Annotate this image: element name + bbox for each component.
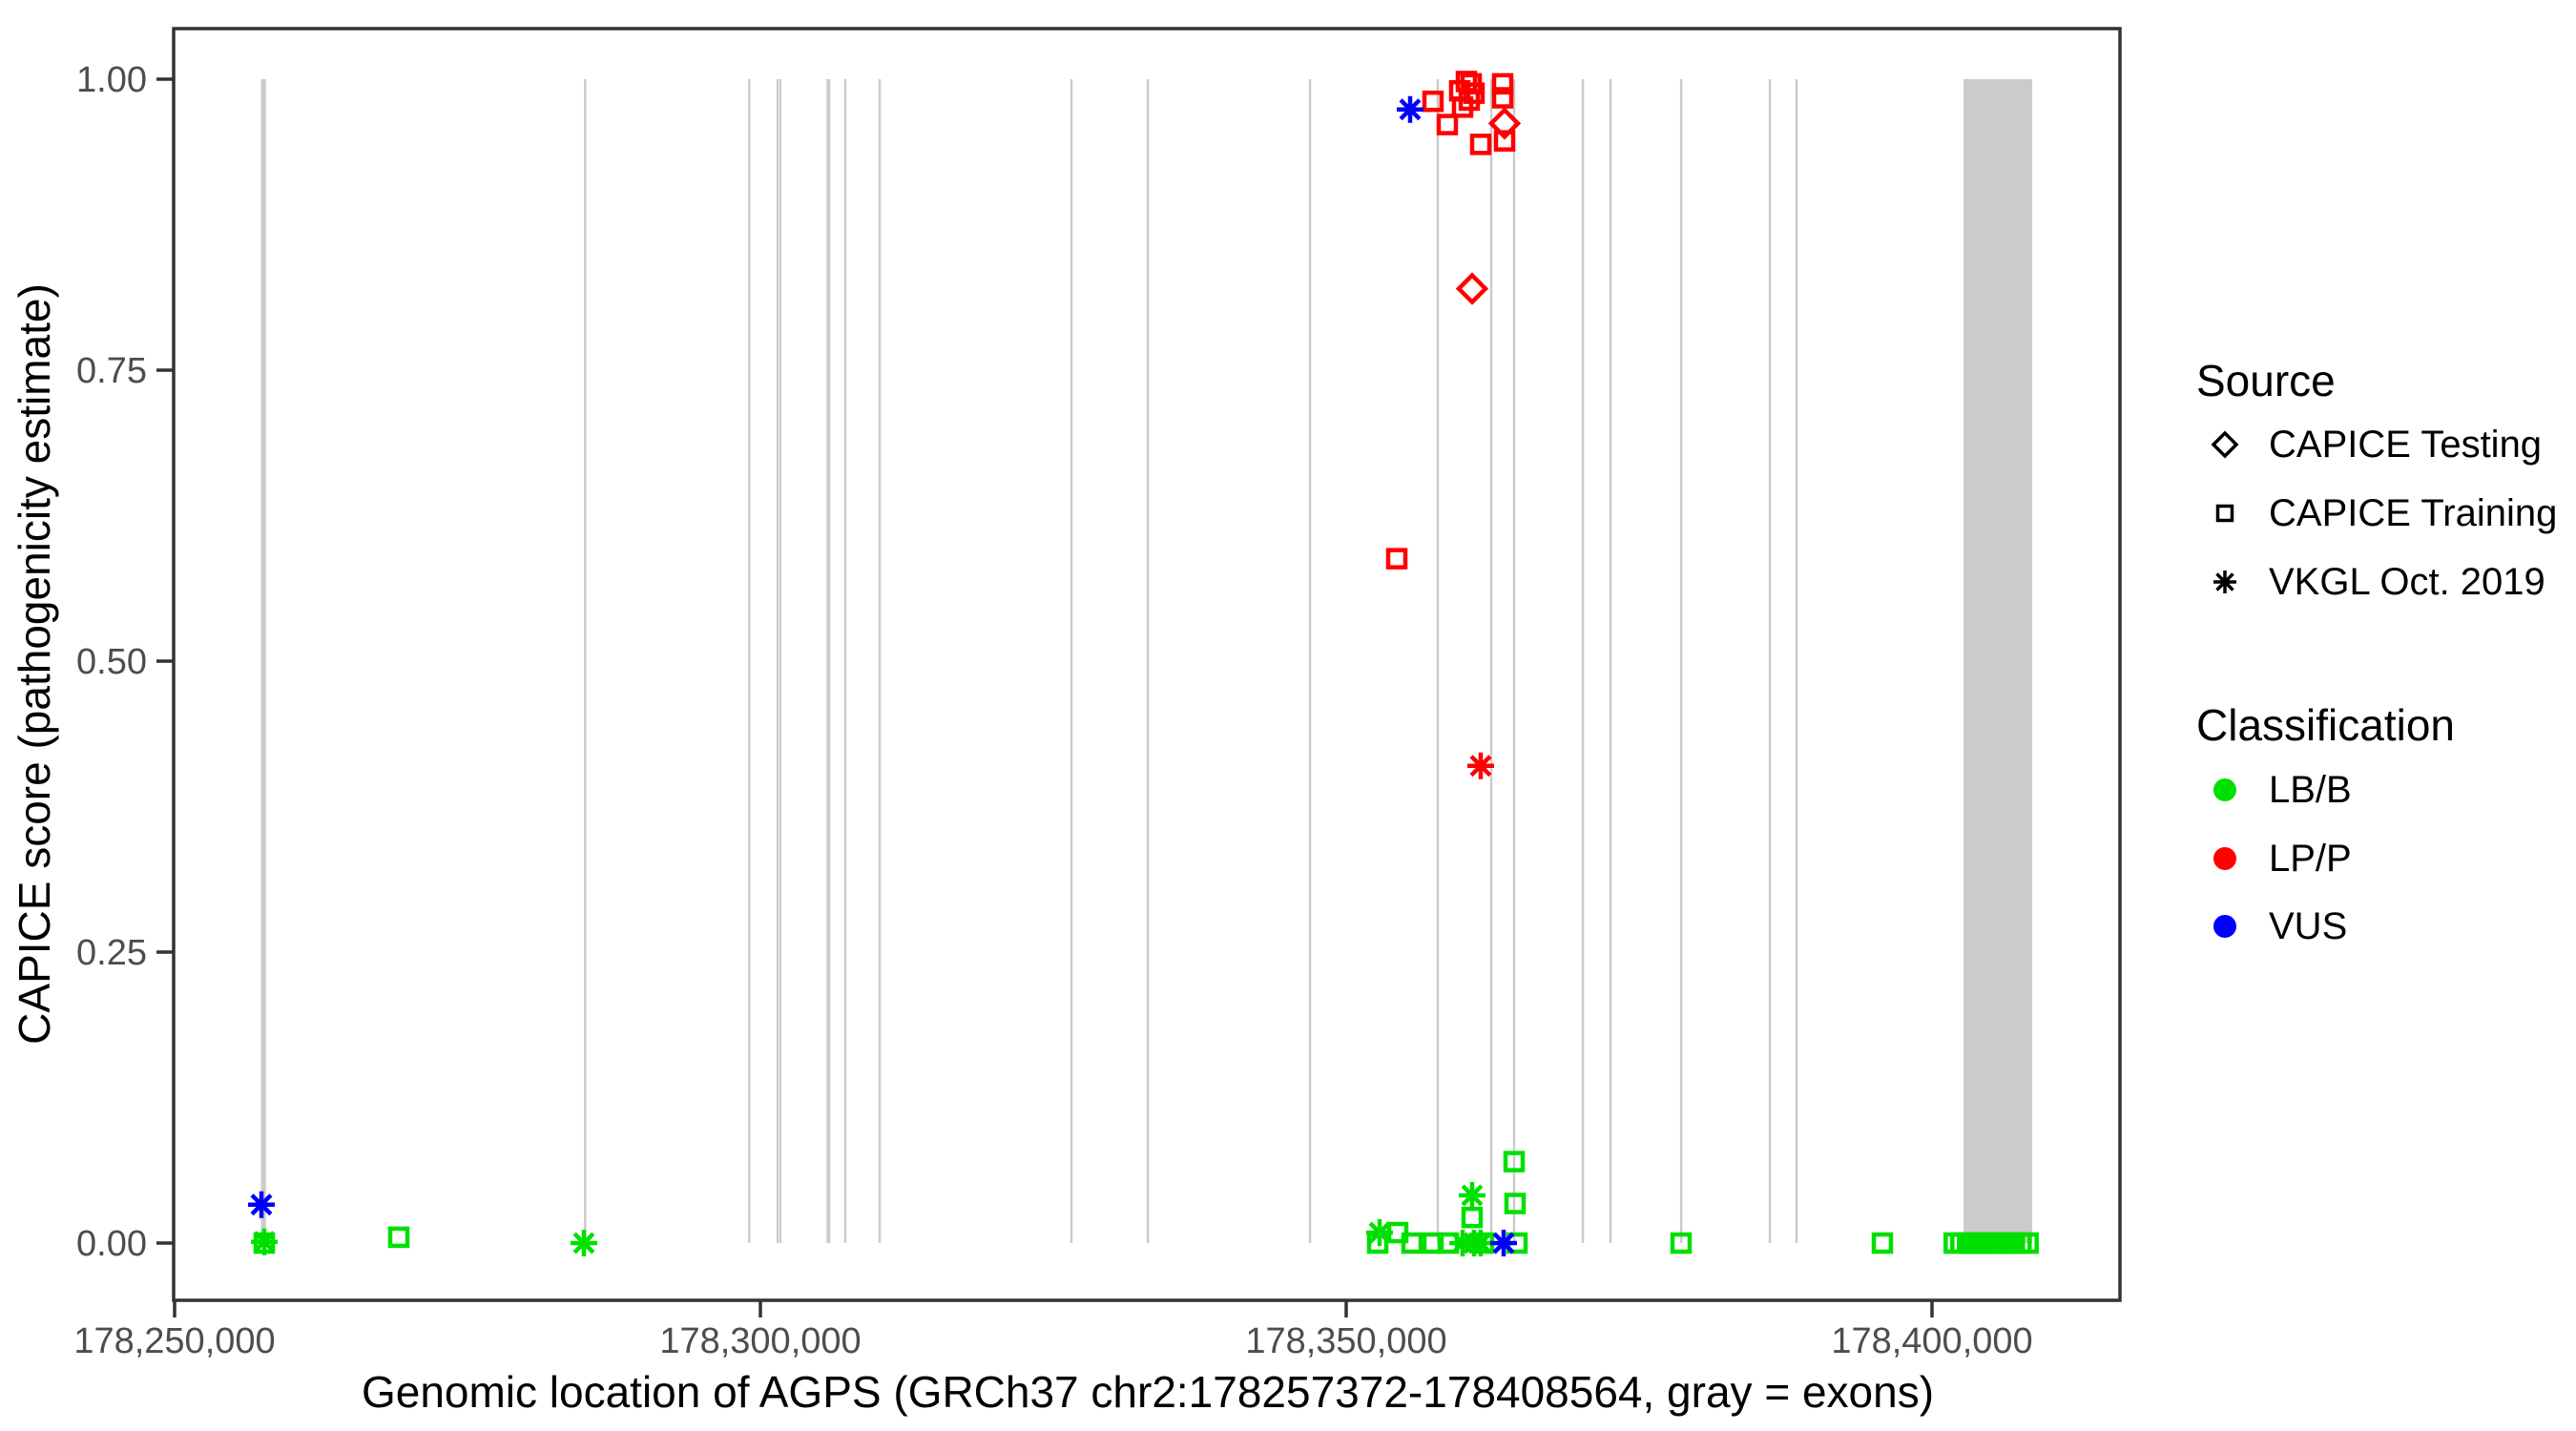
legend-classification-title: Classification: [2196, 700, 2455, 750]
exon-bar: [1512, 79, 1516, 1243]
data-point-square: [387, 1226, 410, 1249]
legend-classification-item-label: VUS: [2269, 905, 2347, 947]
legend-classification-dot: [2213, 915, 2236, 938]
exon-bar: [776, 79, 779, 1243]
data-point-square: [1491, 73, 1514, 95]
y-axis-tick-label: 0.00: [76, 1224, 147, 1264]
data-point-square: [1385, 548, 1408, 570]
exon-bar: [1679, 79, 1683, 1243]
legend-classification-dot: [2213, 778, 2236, 801]
exon-bar: [1609, 79, 1612, 1243]
exon-bar: [878, 79, 882, 1243]
exon-bar: [584, 79, 587, 1243]
y-axis-tick-label: 0.25: [76, 933, 147, 973]
y-axis-tick-label: 1.00: [76, 60, 147, 100]
exon-bar: [1581, 79, 1585, 1243]
data-point-asterisk: [250, 1228, 278, 1255]
data-point-square: [1493, 130, 1516, 152]
data-point-asterisk: [1467, 1230, 1494, 1256]
x-axis-tick-label: 178,400,000: [1831, 1321, 2032, 1361]
data-point-square: [1469, 134, 1492, 156]
data-point-diamond: [1487, 107, 1522, 140]
exon-bar: [1963, 79, 2033, 1243]
exon-bar: [1768, 79, 1772, 1243]
data-point-square: [1463, 82, 1485, 104]
exon-bar: [1436, 79, 1440, 1243]
axis-ticks-and-labels: 0.00 0.25 0.50 0.75 1.00 178,250,000 178,300,0…: [73, 60, 2032, 1361]
exon-bar: [843, 79, 847, 1243]
legend-classification-dot: [2213, 847, 2236, 870]
data-point-asterisk: [1397, 95, 1423, 123]
plot-panel-frame: [172, 27, 2122, 1302]
exon-bar: [260, 79, 266, 1243]
data-point-asterisk: [571, 1230, 598, 1256]
exon-bar: [1489, 79, 1493, 1243]
plot-panel-border: [172, 27, 2122, 1302]
data-point-square: [2017, 1232, 2039, 1255]
y-axis-tick-label: 0.75: [76, 351, 147, 391]
exon-bar: [1795, 79, 1798, 1243]
y-axis-tick-label: 0.50: [76, 642, 147, 682]
x-axis-tick-label: 178,250,000: [73, 1321, 275, 1361]
data-point-diamond: [1455, 272, 1489, 305]
data-point-square: [1422, 90, 1444, 113]
data-point-asterisk: [2213, 570, 2236, 593]
legend-classification-item-label: LP/P: [2269, 838, 2352, 880]
data-point-square: [1366, 1232, 1389, 1255]
legend-source-item-label: CAPICE Testing: [2269, 424, 2542, 466]
data-point-diamond: [2211, 430, 2239, 459]
legend-items: CAPICE Testing CAPICE Training VKGL Oct. 2…: [2211, 424, 2557, 947]
data-point-square: [2215, 504, 2234, 523]
data-points: [247, 71, 2039, 1256]
data-point-asterisk: [247, 1191, 275, 1218]
data-point-square: [1491, 87, 1514, 109]
exon-bar: [1070, 79, 1073, 1243]
legend-source-title: Source: [2196, 356, 2336, 405]
x-axis-title: Genomic location of AGPS (GRCh37 chr2:17…: [362, 1367, 1934, 1417]
exon-bar: [1308, 79, 1312, 1243]
y-axis-title: CAPICE score (pathogenicity estimate): [10, 283, 59, 1045]
data-point-square: [1436, 114, 1459, 135]
legend-source-item-label: CAPICE Training: [2269, 492, 2557, 534]
x-axis-tick-label: 178,350,000: [1245, 1321, 1446, 1361]
data-point-square: [1503, 1151, 1526, 1172]
exon-bar: [779, 79, 781, 1243]
exon-bar: [1146, 79, 1150, 1243]
legend-source-item-label: VKGL Oct. 2019: [2269, 561, 2545, 603]
data-point-asterisk: [1489, 1230, 1517, 1256]
data-point-square: [1461, 1206, 1484, 1229]
data-point-square: [1871, 1232, 1894, 1255]
data-point-square: [1670, 1232, 1693, 1255]
exon-bar: [826, 79, 831, 1243]
x-axis-tick-label: 178,300,000: [659, 1321, 861, 1361]
exon-bar: [748, 79, 751, 1243]
data-point-asterisk: [1459, 1181, 1485, 1209]
data-point-square: [1401, 1232, 1423, 1255]
data-point-asterisk: [1467, 752, 1494, 779]
exon-bars: [260, 79, 2033, 1243]
legend-classification-item-label: LB/B: [2269, 769, 2352, 811]
data-point-square: [1504, 1192, 1527, 1214]
